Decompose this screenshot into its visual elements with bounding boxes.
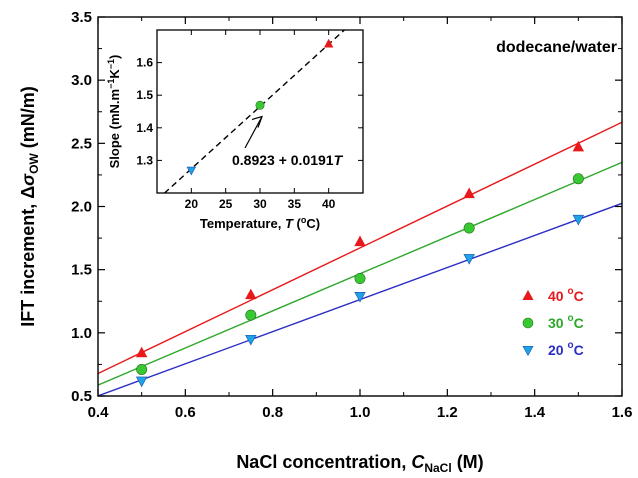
fit-equation: 0.8923 + 0.0191T (232, 152, 344, 168)
data-point (463, 254, 475, 265)
y-tick-label: 1.0 (71, 325, 92, 342)
x-axis-title: NaCl concentration, CNaCl (M) (236, 452, 483, 473)
legend-marker (522, 345, 534, 357)
inset-y-tick-label: 1.6 (136, 56, 153, 70)
legend-marker (522, 289, 534, 301)
data-point (572, 214, 585, 226)
data-point (354, 273, 366, 285)
data-point (136, 363, 148, 375)
y-axis-title: IFT increment, ΔσOW (mN/m) (18, 86, 41, 327)
inset-x-axis-title: Temperature, T (oC) (200, 215, 320, 231)
data-point (354, 291, 366, 303)
x-tick-label: 1.0 (350, 404, 371, 421)
x-tick-label: 1.2 (437, 404, 458, 421)
data-point (245, 288, 257, 300)
inset-y-tick-label: 1.3 (136, 153, 153, 167)
data-point (245, 334, 257, 346)
data-point (572, 173, 584, 185)
y-tick-label: 3.0 (71, 72, 92, 89)
fit-line-40c (98, 121, 622, 375)
x-tick-label: 1.4 (524, 404, 546, 421)
y-tick-label: 3.5 (71, 9, 92, 26)
data-point (354, 235, 366, 247)
inset-data-point (186, 166, 197, 176)
inset-y-tick-label: 1.5 (136, 88, 153, 102)
inset-data-point (255, 100, 265, 110)
x-tick-label: 0.8 (262, 404, 283, 421)
inset-x-tick-label: 20 (185, 197, 199, 211)
data-point (463, 187, 475, 199)
data-point (135, 346, 148, 358)
y-tick-label: 2.5 (71, 135, 92, 152)
legend-label: 20 oC (548, 340, 584, 358)
legend-marker (522, 317, 534, 329)
data-point (463, 222, 475, 234)
x-tick-label: 0.6 (175, 404, 196, 421)
inset-x-tick-label: 40 (322, 197, 336, 211)
chart-annotation: dodecane/water (496, 39, 617, 56)
inset-x-tick-label: 25 (219, 197, 233, 211)
inset-x-tick-label: 35 (288, 197, 302, 211)
y-tick-label: 2.0 (71, 199, 92, 216)
inset-y-axis-title: Slope (mN.m−1K−1) (106, 55, 122, 169)
x-tick-label: 1.6 (612, 404, 633, 421)
data-point (135, 376, 148, 388)
data-point (572, 140, 585, 152)
legend-label: 40 oC (548, 286, 584, 304)
inset-x-tick-label: 30 (253, 197, 267, 211)
x-tick-label: 0.4 (88, 404, 110, 421)
y-tick-label: 0.5 (71, 388, 92, 405)
legend-label: 30 oC (548, 313, 584, 331)
equation-arrow (244, 116, 263, 149)
y-tick-label: 1.5 (71, 262, 92, 279)
equation-arrow-head (251, 115, 263, 128)
data-point (245, 309, 257, 321)
inset-data-point (323, 38, 334, 48)
inset-background (157, 30, 363, 193)
inset-y-tick-label: 1.4 (136, 121, 153, 135)
